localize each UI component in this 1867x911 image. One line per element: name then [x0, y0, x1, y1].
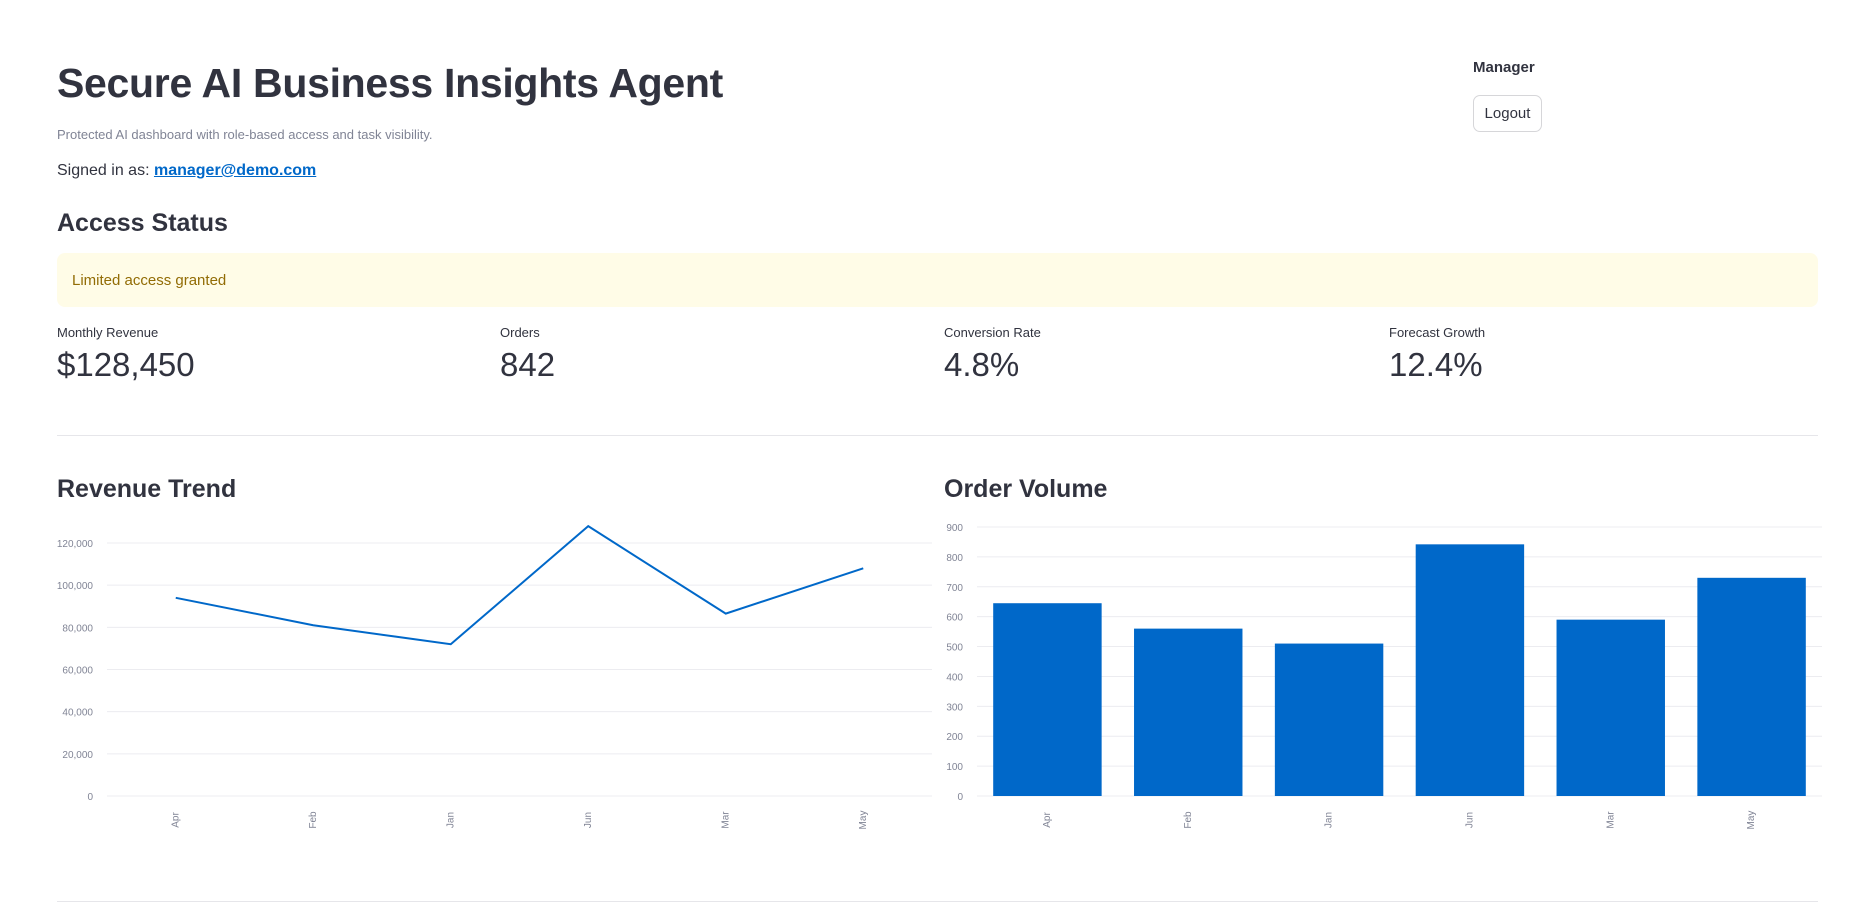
x-tick-label: May [1746, 811, 1757, 830]
page-title: Secure AI Business Insights Agent [57, 60, 723, 106]
access-alert-message: Limited access granted [72, 271, 227, 289]
x-tick-label: Apr [1042, 812, 1053, 828]
bar-jan [1274, 643, 1384, 796]
metric-value: 842 [500, 346, 556, 383]
user-role-label: Manager [1473, 59, 1535, 76]
x-tick-label: Jun [583, 812, 594, 828]
y-tick-label: 800 [946, 553, 963, 564]
x-tick-label: Jun [1465, 812, 1476, 828]
y-tick-label: 100 [946, 762, 963, 773]
metric-value: 12.4% [1389, 346, 1483, 383]
x-tick-label: Jan [445, 812, 456, 828]
y-tick-label: 120,000 [57, 539, 94, 550]
metric-value: 4.8% [944, 346, 1020, 383]
metric-orders: Orders 842 [500, 325, 555, 384]
revenue-trend-chart: 0 20,000 40,000 60,000 80,000 100,000 120,000 A… [57, 524, 932, 830]
bar-mar [1556, 619, 1665, 796]
bar-apr [993, 603, 1102, 796]
x-tick-label: May [858, 811, 869, 830]
metric-label: Forecast Growth [1389, 325, 1486, 340]
x-tick-label: Mar [1605, 811, 1616, 829]
x-tick-label: Jan [1324, 812, 1335, 828]
order-volume-heading: Order Volume [944, 475, 1108, 503]
bottom-divider [57, 901, 1818, 902]
page-subtitle: Protected AI dashboard with role-based a… [57, 127, 433, 142]
y-tick-label: 40,000 [62, 708, 93, 719]
y-tick-label: 80,000 [62, 623, 93, 634]
x-tick-label: Mar [720, 811, 731, 829]
y-tick-label: 200 [946, 732, 963, 743]
y-tick-label: 0 [87, 792, 93, 803]
y-tick-label: 600 [946, 613, 963, 624]
metric-value: $128,450 [57, 346, 195, 383]
y-tick-label: 900 [946, 523, 963, 534]
x-tick-label: Feb [1183, 811, 1194, 829]
bar-feb [1134, 628, 1243, 796]
y-tick-label: 100,000 [57, 581, 94, 592]
metric-forecast-growth: Forecast Growth 12.4% [1389, 325, 1485, 384]
revenue-line [175, 524, 864, 646]
metric-label: Orders [500, 325, 540, 340]
signed-in-email-link[interactable]: manager@demo.com [153, 162, 317, 179]
access-status-heading: Access Status [57, 209, 228, 237]
bar-may [1697, 577, 1806, 796]
y-tick-label: 60,000 [62, 666, 93, 677]
y-tick-label: 400 [946, 672, 963, 683]
signed-in-prefix: Signed in as: [57, 162, 150, 179]
metric-label: Conversion Rate [944, 325, 1041, 340]
y-tick-label: 0 [957, 792, 963, 803]
y-tick-label: 300 [946, 702, 963, 713]
metric-conversion-rate: Conversion Rate 4.8% [944, 325, 1041, 384]
section-divider [57, 435, 1818, 436]
access-alert: Limited access granted [57, 253, 1818, 307]
x-tick-label: Feb [308, 811, 319, 829]
revenue-trend-heading: Revenue Trend [57, 475, 237, 503]
y-tick-label: 700 [946, 583, 963, 594]
metric-label: Monthly Revenue [57, 325, 159, 340]
signed-in-info: Signed in as: manager@demo.com [57, 162, 316, 180]
order-volume-chart: 0 100 200 300 400 500 600 700 800 900 Apr Feb Jan Jun… [946, 523, 1822, 830]
y-tick-label: 500 [946, 643, 963, 654]
metric-monthly-revenue: Monthly Revenue $128,450 [57, 325, 195, 384]
bar-jun [1415, 544, 1525, 796]
y-tick-label: 20,000 [62, 750, 93, 761]
x-tick-label: Apr [170, 812, 181, 828]
logout-button[interactable]: Logout [1473, 95, 1542, 132]
